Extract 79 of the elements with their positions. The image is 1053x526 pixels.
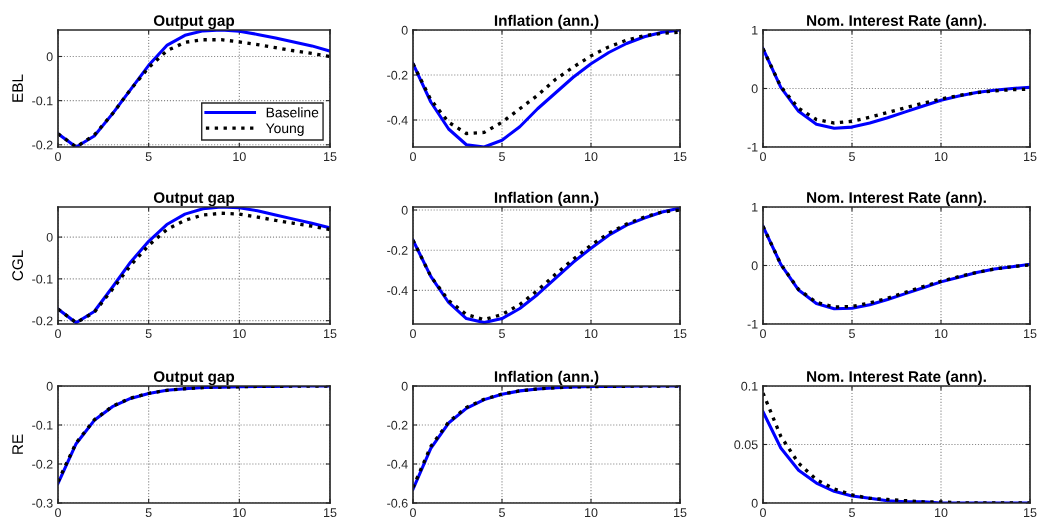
chart-title: Nom. Interest Rate (ann). (807, 370, 986, 385)
chart-title: Nom. Interest Rate (ann). (807, 14, 986, 29)
chart-title: Output gap (153, 15, 235, 30)
y-tick-label: -0.2 (32, 459, 53, 469)
x-tick-label: 10 (585, 508, 598, 518)
x-tick-label: 15 (324, 508, 337, 518)
chart-title: Inflation (ann.) (494, 191, 599, 206)
y-tick-label: 0 (751, 498, 758, 508)
y-tick-label: -0.6 (387, 498, 408, 508)
x-tick-label: 5 (145, 152, 152, 162)
x-tick-label: 15 (674, 508, 687, 518)
y-tick-label: 0 (46, 52, 53, 62)
y-tick-label: -1 (747, 142, 758, 152)
x-tick-label: 5 (499, 508, 505, 518)
x-tick-label: 10 (233, 329, 246, 339)
x-tick-label: 0 (760, 508, 766, 518)
legend-label: Baseline (266, 107, 319, 118)
x-tick-label: 10 (935, 508, 948, 518)
x-tick-label: 0 (760, 152, 766, 162)
x-tick-label: 0 (760, 329, 766, 339)
y-tick-label: -0.4 (387, 286, 408, 296)
x-tick-label: 15 (324, 152, 337, 162)
y-tick-label: 0.05 (734, 440, 758, 450)
y-tick-label: 0 (401, 381, 408, 391)
y-tick-label: -0.1 (32, 420, 53, 430)
y-tick-label: -0.2 (387, 70, 408, 80)
legend-label: Young (265, 123, 304, 136)
x-tick-label: 15 (324, 329, 337, 339)
y-axis-title: RE (12, 434, 23, 454)
x-tick-label: 10 (585, 152, 598, 162)
x-tick-label: 0 (410, 508, 416, 518)
y-tick-label: -0.4 (387, 459, 408, 469)
y-tick-label: -0.2 (32, 316, 53, 326)
x-tick-label: 15 (674, 152, 687, 162)
x-tick-label: 15 (674, 329, 687, 339)
x-tick-label: 5 (849, 152, 855, 162)
x-tick-label: 10 (233, 508, 246, 518)
y-tick-label: -0.3 (32, 498, 53, 508)
chart-title: Output gap (153, 192, 235, 207)
x-tick-label: 5 (145, 329, 152, 339)
x-tick-label: 15 (1024, 152, 1037, 162)
y-tick-label: -0.2 (387, 246, 408, 255)
chart-title: Output gap (153, 371, 235, 386)
x-tick-label: 5 (145, 508, 152, 518)
x-tick-label: 10 (585, 329, 598, 339)
y-tick-label: -0.2 (32, 140, 53, 150)
y-tick-label: 0 (751, 261, 758, 271)
y-tick-label: 1 (752, 202, 758, 212)
y-tick-label: 0 (401, 25, 408, 35)
y-tick-label: 0 (751, 84, 758, 94)
x-tick-label: 15 (1024, 508, 1037, 518)
x-tick-label: 0 (55, 329, 61, 339)
y-tick-label: 0 (46, 232, 53, 242)
x-tick-label: 5 (499, 329, 505, 339)
x-tick-label: 5 (849, 329, 855, 339)
x-tick-label: 0 (410, 152, 416, 162)
chart-title: Inflation (ann.) (494, 370, 599, 385)
y-tick-label: -0.4 (387, 115, 408, 125)
x-tick-label: 0 (410, 329, 416, 339)
chart-title: Inflation (ann.) (494, 14, 599, 29)
x-tick-label: 10 (233, 152, 246, 162)
chart-title: Nom. Interest Rate (ann). (807, 191, 986, 206)
y-axis-title: EBL (12, 74, 23, 102)
x-tick-label: 15 (1024, 329, 1037, 339)
x-tick-label: 5 (499, 152, 505, 162)
y-tick-label: 1 (752, 25, 758, 35)
x-tick-label: 0 (55, 508, 61, 518)
x-tick-label: 10 (935, 329, 948, 339)
x-tick-label: 5 (849, 508, 855, 518)
y-tick-label: -0.2 (387, 420, 408, 430)
y-tick-label: 0 (401, 205, 408, 215)
y-tick-label: 0.1 (741, 381, 758, 391)
x-tick-label: 10 (935, 152, 948, 162)
y-axis-title: CGL (12, 250, 24, 281)
y-tick-label: -0.1 (32, 96, 53, 106)
x-tick-label: 0 (55, 152, 61, 162)
y-tick-label: 0 (46, 381, 53, 391)
y-tick-label: -1 (747, 319, 758, 329)
y-tick-label: -0.1 (32, 274, 53, 284)
